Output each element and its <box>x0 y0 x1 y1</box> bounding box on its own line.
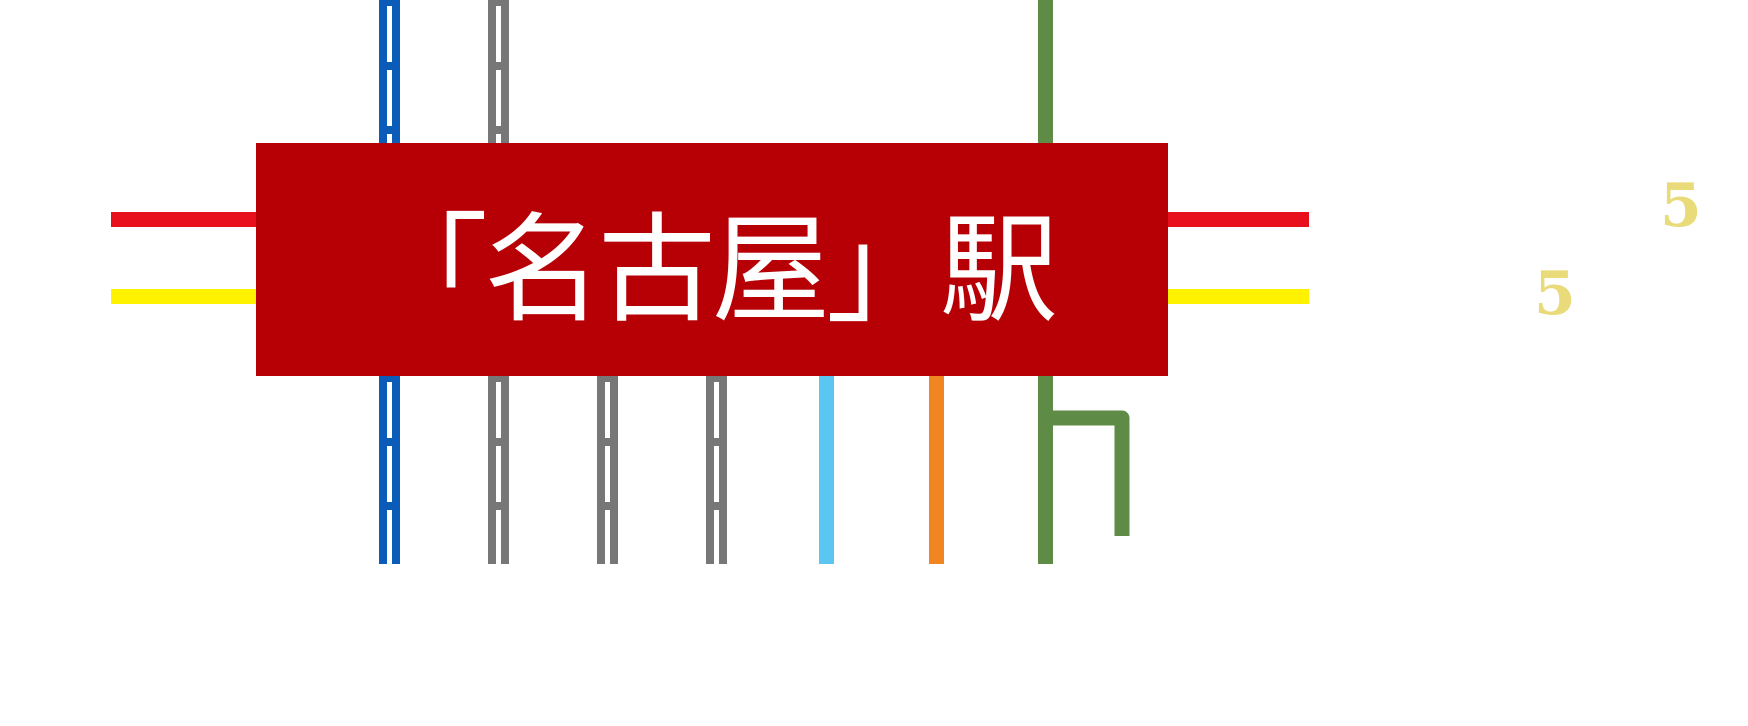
route-number-2: 5 <box>1534 259 1576 329</box>
route-number-1: 5 <box>1660 171 1702 241</box>
vertical-line-gray-3 <box>706 376 727 564</box>
station-name-label: 「名古屋」駅 <box>369 201 1058 339</box>
vertical-line-green <box>1038 0 1130 564</box>
vertical-line-gray-1 <box>488 0 509 564</box>
vertical-line-orange <box>929 376 944 564</box>
vertical-line-gray-2 <box>597 376 618 564</box>
vertical-line-blue <box>379 0 400 564</box>
station-box-bg <box>256 143 1168 376</box>
vertical-line-light-blue <box>819 376 834 564</box>
